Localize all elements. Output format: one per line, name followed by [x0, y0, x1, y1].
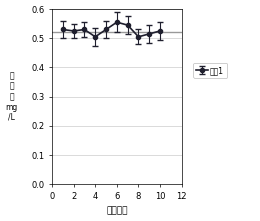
Legend: 系列1: 系列1	[193, 63, 227, 78]
Y-axis label: 浓
度
値
mg
/L: 浓 度 値 mg /L	[5, 71, 18, 122]
X-axis label: 数据编号: 数据编号	[106, 206, 128, 215]
